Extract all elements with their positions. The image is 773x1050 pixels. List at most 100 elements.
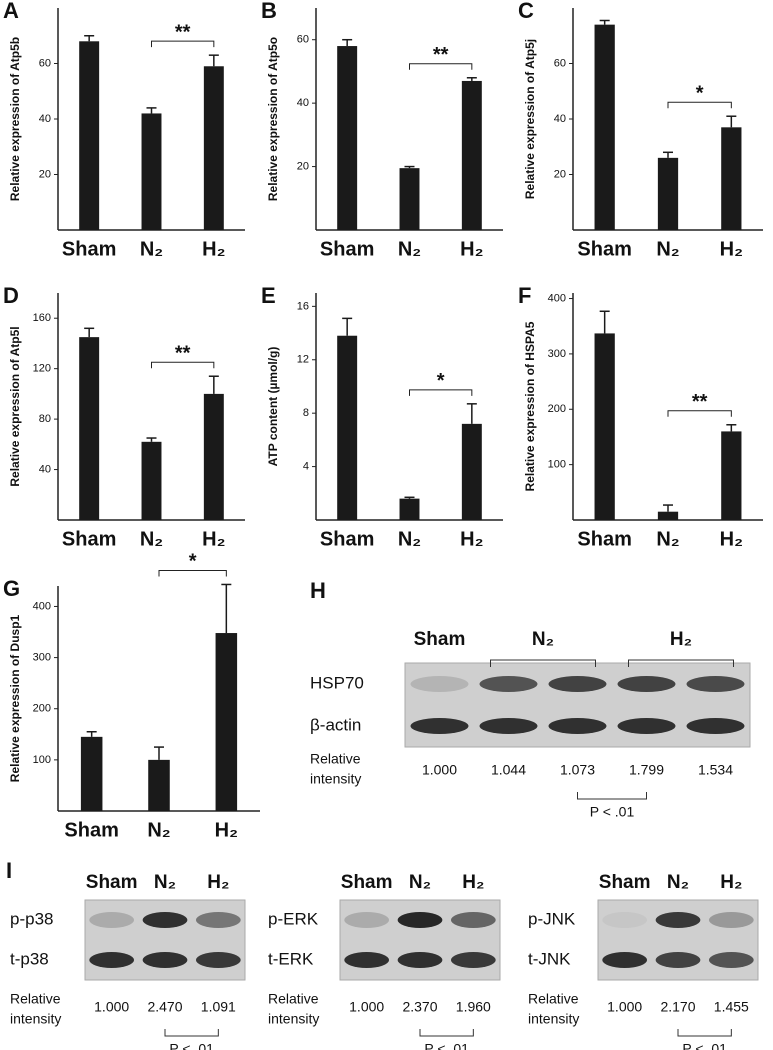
band (655, 952, 701, 968)
significance-bracket (151, 40, 215, 48)
error-bar (404, 165, 415, 169)
error-bar (599, 310, 610, 334)
error-bar (466, 403, 477, 424)
relative-label: Relative (268, 991, 319, 1007)
y-tick-label: 40 (39, 463, 51, 475)
panel-label: B (261, 0, 277, 23)
panel-label: G (3, 576, 20, 601)
error-bar (342, 317, 353, 336)
bar (594, 24, 615, 231)
significance-bracket (151, 361, 215, 369)
error-bar (146, 437, 157, 442)
x-tick-label: H₂ (215, 819, 238, 841)
bracket (490, 659, 596, 667)
relative-label: Relative (528, 991, 579, 1007)
bar (594, 333, 615, 520)
bar (215, 633, 238, 811)
band (142, 912, 188, 928)
significance-label: ** (433, 44, 449, 66)
panel-label: H (310, 578, 326, 603)
panel-label: F (518, 283, 531, 308)
error-bar (342, 38, 353, 47)
error-bar (84, 327, 95, 338)
band (479, 718, 538, 734)
significance-bracket (667, 410, 732, 417)
intensity: 2.370 (402, 999, 437, 1015)
bracket (677, 1029, 732, 1037)
row-label: HSP70 (310, 673, 364, 692)
band (617, 676, 676, 692)
y-axis-label: Relative expression of Dusp1 (8, 614, 22, 782)
x-tick-label: H₂ (460, 238, 483, 260)
x-tick-label: H₂ (720, 528, 743, 550)
band (410, 676, 469, 692)
significance-label: ** (692, 391, 708, 413)
error-bar (404, 496, 415, 499)
band (344, 912, 390, 928)
row-label: p-ERK (268, 909, 319, 928)
lane-label: Sham (599, 872, 651, 893)
relative-label: intensity (310, 771, 361, 787)
p-label: P < .01 (169, 1041, 214, 1050)
bar (141, 113, 162, 230)
y-tick-label: 300 (548, 348, 566, 360)
x-tick-label: Sham (320, 528, 374, 550)
significance-bracket (409, 389, 473, 396)
band (410, 718, 469, 734)
y-tick-label: 12 (297, 354, 309, 366)
y-tick-label: 40 (39, 113, 51, 125)
y-tick-label: 120 (33, 363, 51, 375)
lane-label: N₂ (409, 872, 431, 893)
intensity: 1.000 (94, 999, 129, 1015)
significance-label: * (696, 83, 704, 105)
x-tick-label: N₂ (398, 238, 421, 260)
lane-label: Sham (86, 872, 138, 893)
band (617, 718, 676, 734)
y-tick-label: 300 (33, 651, 51, 663)
bracket (419, 1029, 474, 1037)
error-bar (663, 504, 673, 512)
relative-label: intensity (10, 1011, 61, 1027)
bracket (628, 659, 734, 667)
row-label: t-p38 (10, 949, 49, 968)
y-axis-label: Relative expression of Atp5b (8, 37, 22, 201)
y-tick-label: 60 (297, 34, 309, 46)
row-label: t-JNK (528, 949, 571, 968)
band (686, 676, 745, 692)
panel-label: I (6, 858, 12, 883)
bar (657, 157, 679, 230)
error-bar (726, 424, 737, 432)
band (548, 718, 607, 734)
lane-label: Sham (414, 629, 466, 650)
lane-label: H₂ (207, 872, 229, 893)
lane-label: N₂ (532, 629, 554, 650)
row-label: p-JNK (528, 909, 576, 928)
error-bar (146, 107, 157, 114)
bar (657, 511, 679, 520)
error-bar (221, 583, 232, 634)
bar (337, 335, 358, 520)
y-axis-label: Relative expression of Atp5l (8, 326, 22, 486)
x-tick-label: N₂ (656, 238, 679, 260)
x-tick-label: H₂ (720, 238, 743, 260)
bar (141, 441, 162, 520)
relative-label: intensity (528, 1011, 579, 1027)
x-tick-label: N₂ (140, 238, 163, 260)
p-label: P < .01 (424, 1041, 469, 1050)
error-bar (84, 35, 95, 42)
error-bar (663, 151, 673, 158)
y-tick-label: 20 (554, 168, 566, 180)
band (142, 952, 188, 968)
error-bar (726, 115, 737, 128)
error-bar (154, 746, 164, 760)
error-bar (466, 77, 477, 81)
band (89, 952, 135, 968)
y-tick-label: 100 (548, 459, 566, 471)
p-label: P < .01 (590, 804, 635, 820)
band (479, 676, 538, 692)
y-axis-label: Relative expression of HSPA5 (523, 321, 537, 491)
intensity: 1.000 (349, 999, 384, 1015)
intensity: 2.470 (147, 999, 182, 1015)
lane-label: N₂ (667, 872, 689, 893)
